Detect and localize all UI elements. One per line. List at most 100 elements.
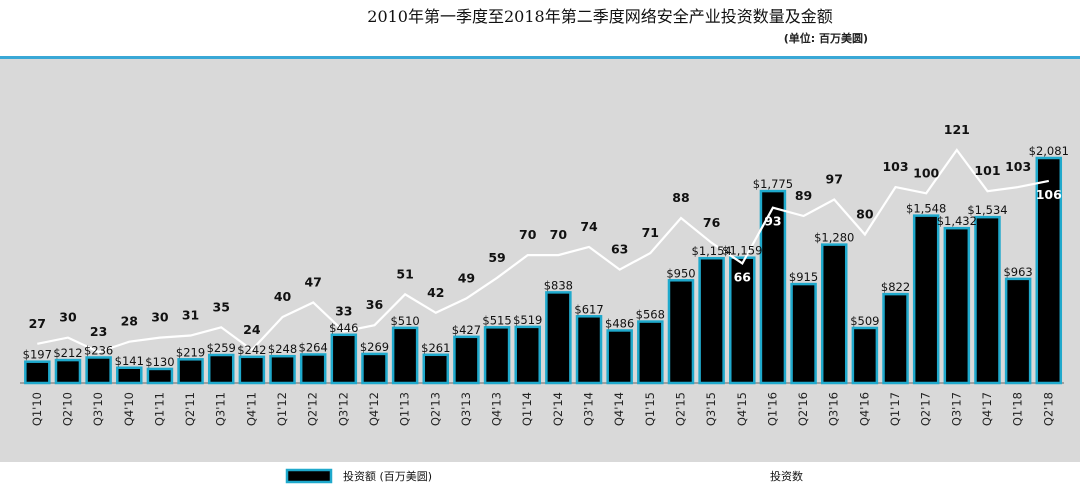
chart-title: 2010年第一季度至2018年第二季度网络安全产业投资数量及金额 (367, 7, 832, 26)
bar (116, 366, 143, 385)
count-label: 80 (856, 207, 874, 222)
bar-value-label: $242 (237, 343, 266, 357)
count-label: 106 (1036, 187, 1062, 202)
bar (177, 358, 204, 385)
x-tick-label: Q4'14 (612, 392, 626, 426)
bar (575, 315, 603, 385)
bar-value-label: $219 (176, 345, 205, 359)
count-label: 36 (366, 297, 384, 312)
bar-value-label: $236 (84, 343, 113, 357)
bar (820, 243, 848, 385)
count-label: 42 (427, 285, 444, 300)
x-tick-label: Q4'17 (980, 392, 994, 426)
count-label: 30 (151, 310, 169, 325)
bar-value-label: $141 (115, 354, 144, 368)
bar (422, 353, 450, 385)
bar (453, 335, 480, 385)
bar (851, 326, 879, 385)
x-tick-label: Q3'11 (214, 392, 228, 426)
x-tick-label: Q4'15 (735, 392, 749, 426)
count-label: 93 (764, 214, 781, 229)
labels-layer: $197 27 $212 30 $236 23 $141 28 $130 30 $219 31 $259… (23, 122, 1069, 369)
x-tick-label: Q2'17 (919, 392, 933, 426)
bar (1004, 277, 1032, 385)
count-label: 74 (580, 219, 598, 234)
x-tick-label: Q2'15 (673, 392, 687, 426)
count-label: 66 (734, 269, 752, 284)
count-label: 121 (944, 122, 970, 137)
count-label: 49 (458, 270, 475, 285)
count-label: 97 (826, 171, 843, 186)
x-tick-label: Q2'16 (796, 392, 810, 426)
x-tick-label: Q1'15 (643, 392, 657, 426)
bar (24, 360, 51, 385)
bar-value-label: $486 (605, 316, 634, 330)
x-tick-label: Q1'13 (398, 392, 412, 426)
count-label: 28 (121, 314, 138, 329)
bar (269, 354, 296, 385)
bar-value-label: $838 (544, 278, 573, 292)
chart-subtitle: (单位: 百万美圆) (784, 31, 868, 45)
bar-value-label: $1,159 (722, 244, 762, 258)
bar (912, 214, 940, 385)
bar (207, 353, 235, 385)
bar-value-label: $515 (482, 313, 511, 327)
bar (698, 256, 725, 385)
count-label: 27 (29, 316, 46, 331)
bar-value-label: $1,775 (753, 177, 793, 191)
bar (361, 352, 388, 385)
bar (667, 279, 695, 385)
bar-value-label: $915 (789, 270, 818, 284)
bar-value-label: $248 (268, 342, 297, 356)
bar-value-label: $269 (360, 340, 389, 354)
x-tick-labels: Q1'10 Q2'10 Q3'10 Q4'10 Q1'11 Q2'11 Q3'11 Q4'11… (30, 392, 1055, 426)
x-tick-label: Q3'10 (91, 392, 105, 426)
bar-value-label: $1,432 (937, 214, 977, 228)
bar-value-label: $2,081 (1029, 144, 1069, 158)
bar-value-label: $1,534 (967, 203, 1007, 217)
bar (1035, 156, 1063, 385)
bar-value-label: $197 (23, 348, 52, 362)
x-tick-label: Q1'18 (1011, 392, 1025, 426)
x-tick-label: Q2'10 (60, 392, 74, 426)
count-label: 24 (243, 322, 261, 337)
count-label: 30 (59, 310, 77, 325)
count-label: 100 (913, 165, 939, 180)
bar (974, 215, 1001, 385)
bar-value-label: $264 (299, 340, 328, 354)
bar-value-label: $427 (452, 323, 481, 337)
count-label: 103 (1005, 159, 1031, 174)
x-tick-label: Q2'11 (183, 392, 197, 426)
legend-line-label: 投资数 (770, 469, 803, 483)
x-tick-label: Q3'13 (459, 392, 473, 426)
bar-value-label: $1,280 (814, 231, 854, 245)
bar-value-label: $446 (329, 321, 358, 335)
bar (729, 256, 756, 385)
bar (299, 353, 327, 385)
bar-value-label: $1,154 (692, 244, 732, 258)
legend: 投资额 (百万美圆) 投资数 (285, 468, 803, 484)
bar (54, 358, 82, 385)
x-tick-label: Q2'12 (306, 392, 320, 426)
bar-value-label: $950 (666, 266, 695, 280)
x-tick-label: Q4'11 (244, 392, 258, 426)
bar (391, 326, 419, 385)
x-tick-label: Q1'11 (152, 392, 166, 426)
x-tick-label: Q4'13 (490, 392, 504, 426)
bar-value-label: $568 (636, 308, 665, 322)
x-tick-label: Q4'10 (122, 392, 136, 426)
x-tick-label: Q1'16 (765, 392, 779, 426)
bar (606, 329, 633, 385)
count-label: 101 (974, 163, 1000, 178)
count-label: 70 (519, 227, 537, 242)
count-label: 88 (672, 190, 689, 205)
bar-value-label: $963 (1003, 265, 1032, 279)
x-tick-label: Q2'18 (1041, 392, 1055, 426)
bar (790, 282, 817, 385)
bar-value-label: $822 (881, 280, 910, 294)
count-label: 31 (182, 308, 199, 323)
count-label: 103 (882, 159, 908, 174)
bar-value-label: $519 (513, 313, 542, 327)
count-label: 33 (335, 303, 352, 318)
